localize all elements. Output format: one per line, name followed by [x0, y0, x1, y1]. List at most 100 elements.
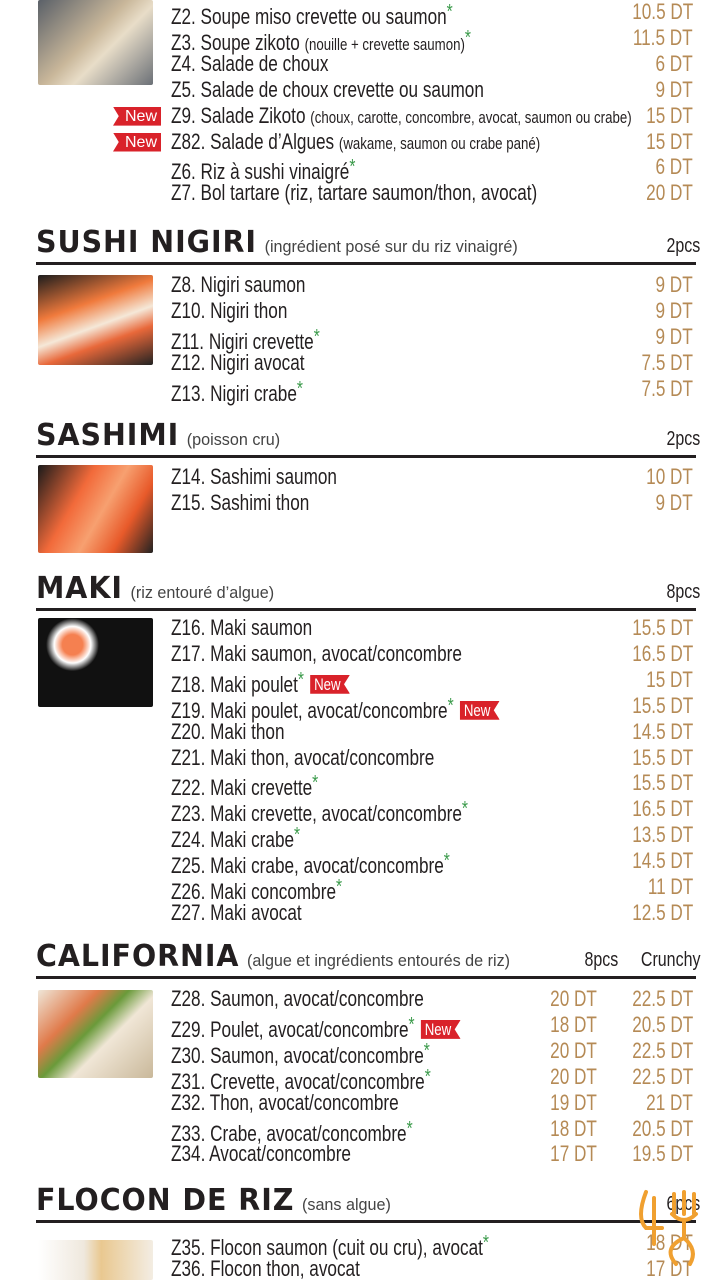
item-title: Z36. Flocon thon, avocat [171, 1255, 360, 1281]
section-title: CALIFORNIA (algue et ingrédients entourés… [36, 939, 510, 974]
menu-item: Z7. Bol tartare (riz, tartare saumon/tho… [171, 180, 693, 206]
item-title: Z18. Maki poulet [171, 671, 298, 697]
item-price: 9 DT [655, 76, 693, 102]
star-icon: * [313, 325, 320, 348]
item-price: 9 DT [655, 297, 693, 323]
item-name: Z33. Crabe, avocat/concombre* [171, 1116, 413, 1147]
item-name: Z5. Salade de choux crevette ou saumon [171, 77, 484, 103]
item-price: 22.5 DT [631, 986, 693, 1011]
section-title-text: FLOCON DE RIZ [36, 1183, 295, 1218]
item-price: 14.5 DT [631, 848, 693, 874]
item-price: 22.5 DT [631, 1037, 693, 1063]
menu-item: Z5. Salade de choux crevette ou saumon 9 … [171, 77, 693, 103]
item-price: 6 DT [655, 50, 693, 76]
item-name: Z17. Maki saumon, avocat/concombre [171, 641, 462, 667]
item-price: 15 DT [646, 666, 693, 692]
photo-maki [38, 618, 153, 707]
menu-item: Z18. Maki poulet* New 15 DT [171, 666, 693, 697]
section-title: MAKI (riz entouré d’algue) [36, 571, 274, 606]
section-title: SASHIMI (poisson cru) [36, 418, 280, 453]
item-name: Z14. Sashimi saumon [171, 464, 337, 490]
item-price: 15.5 DT [631, 744, 693, 770]
item-name: Z18. Maki poulet* New [171, 667, 350, 698]
star-icon: * [406, 1117, 413, 1140]
menu-item: New Z82. Salade d’Algues (wakame, saumon … [113, 128, 693, 155]
item-title: Z27. Maki avocat [171, 899, 302, 925]
photo-soup [38, 0, 153, 85]
section-header: FLOCON DE RIZ (sans algue) 6pcs [36, 1180, 700, 1223]
item-title: Z24. Maki crabe [171, 827, 295, 853]
item-price: 7.5 DT [641, 349, 693, 375]
section-subtitle: (algue et ingrédients entourés de riz) [247, 951, 511, 970]
item-name: Z4. Salade de choux [171, 51, 328, 77]
menu-item: Z34. Avocat/concombre 17 DT 19.5 DT [171, 1141, 693, 1167]
menu-item: Z31. Crevette, avocat/concombre* 20 DT 22.… [171, 1064, 693, 1094]
menu-item: Z30. Saumon, avocat/concombre* 20 DT 22.5 … [171, 1037, 693, 1068]
item-title: Z14. Sashimi saumon [171, 464, 337, 489]
menu-item: Z28. Saumon, avocat/concombre 20 DT 22.5 D… [171, 986, 693, 1012]
menu-item: Z16. Maki saumon 15.5 DT [171, 615, 693, 641]
section-subtitle: (poisson cru) [186, 430, 281, 449]
item-title: Z29. Poulet, avocat/concombre [171, 1016, 409, 1042]
section-title-text: CALIFORNIA [36, 939, 240, 974]
photo-california [38, 990, 153, 1078]
star-icon: * [408, 1013, 415, 1036]
menu-item: Z4. Salade de choux 6 DT [171, 51, 693, 77]
item-title: Z82. Salade d’Algues [171, 128, 335, 154]
star-icon: * [335, 876, 343, 898]
column-header: Crunchy [640, 949, 700, 971]
restaurant-logo-icon [639, 1190, 698, 1266]
item-detail: (choux, carotte, concombre, avocat, saum… [310, 107, 632, 127]
item-name: Z35. Flocon saumon (cuit ou cru), avocat… [171, 1230, 489, 1261]
item-title: Z17. Maki saumon, avocat/concombre [171, 640, 462, 666]
star-icon: * [464, 26, 471, 49]
new-badge: New [113, 106, 162, 126]
section-title: SUSHI NIGIRI (ingrédient posé sur du riz … [36, 225, 518, 260]
item-title: Z25. Maki crabe, avocat/concombre [171, 853, 444, 879]
star-icon: * [423, 1039, 430, 1062]
menu-item: Z2. Soupe miso crevette ou saumon* 10.5 D… [171, 0, 693, 29]
item-title: Z10. Nigiri thon [171, 297, 288, 323]
star-icon: * [349, 156, 356, 179]
star-icon: * [447, 694, 454, 717]
item-price: 13.5 DT [631, 822, 693, 848]
section-title-text: MAKI [36, 571, 123, 606]
item-price: 15.5 DT [631, 615, 693, 640]
menu-item: Z17. Maki saumon, avocat/concombre 16.5 D… [171, 641, 693, 667]
item-title: Z16. Maki saumon [171, 615, 313, 640]
star-icon: * [461, 798, 468, 821]
column-header: 8pcs [666, 581, 700, 603]
star-icon: * [297, 668, 304, 691]
item-name: Z32. Thon, avocat/concombre [171, 1090, 399, 1116]
star-icon: * [443, 850, 450, 873]
item-price: 6 DT [655, 154, 693, 180]
item-price: 12.5 DT [631, 899, 693, 925]
item-name: Z10. Nigiri thon [171, 298, 287, 324]
item-price: 9 DT [655, 323, 693, 349]
item-price: 14.5 DT [631, 718, 693, 744]
menu-item: Z11. Nigiri crevette* 9 DT [171, 323, 693, 354]
item-title: Z19. Maki poulet, avocat/concombre [171, 697, 448, 723]
star-icon: * [482, 1232, 489, 1254]
item-name: Z8. Nigiri saumon [171, 272, 305, 298]
item-title: Z12. Nigiri avocat [171, 349, 305, 375]
item-title: Z21. Maki thon, avocat/concombre [171, 744, 435, 770]
menu-item: Z36. Flocon thon, avocat 17 DT [171, 1256, 693, 1282]
item-title: Z30. Saumon, avocat/concombre [171, 1042, 424, 1068]
item-price: 18 DT [550, 1115, 597, 1141]
item-name: Z19. Maki poulet, avocat/concombre* New [171, 693, 500, 724]
star-icon: * [312, 772, 319, 795]
item-name: Z6. Riz à sushi vinaigré* [171, 154, 355, 185]
item-price: 15 DT [646, 102, 693, 128]
menu-item: Z25. Maki crabe, avocat/concombre* 14.5 D… [171, 848, 693, 878]
item-price: 11.5 DT [633, 24, 693, 50]
menu-item: Z21. Maki thon, avocat/concombre 15.5 DT [171, 745, 693, 771]
photo-nigiri [38, 275, 153, 365]
menu-item: Z29. Poulet, avocat/concombre* New 18 DT 20… [171, 1012, 693, 1042]
item-title: Z13. Nigiri crabe [171, 380, 297, 406]
item-price: 15.5 DT [631, 692, 693, 718]
item-price: 10 DT [646, 464, 693, 489]
item-detail: (wakame, saumon ou crabe pané) [338, 133, 541, 153]
section-title-text: SUSHI NIGIRI [36, 225, 257, 260]
section-subtitle: (ingrédient posé sur du riz vinaigré) [264, 237, 518, 256]
